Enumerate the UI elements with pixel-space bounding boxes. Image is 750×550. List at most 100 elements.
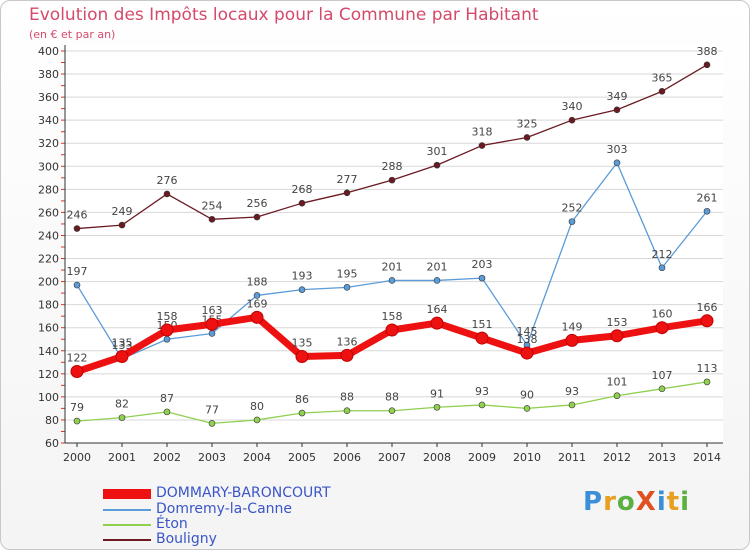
data-label-bouligny: 325: [517, 117, 538, 130]
data-label-dommary-baroncourt: 166: [697, 301, 718, 314]
data-point-bouligny: [73, 225, 81, 232]
data-label-bouligny: 301: [427, 145, 448, 158]
data-label-dommary-baroncourt: 169: [247, 297, 268, 310]
data-label--ton: 90: [520, 388, 534, 401]
data-point-dommary-baroncourt: [655, 321, 669, 335]
data-point--ton: [343, 407, 351, 415]
data-label-dommary-baroncourt: 135: [112, 337, 133, 350]
x-tick-label: 2002: [153, 451, 181, 464]
data-label-bouligny: 318: [472, 126, 493, 139]
data-point-bouligny: [523, 134, 531, 141]
chart-title: Evolution des Impôts locaux pour la Comm…: [29, 5, 539, 25]
data-point-domremy-la-canne: [343, 284, 351, 291]
y-tick-label: 300: [38, 160, 59, 173]
x-tick-label: 2005: [288, 451, 316, 464]
data-label-domremy-la-canne: 188: [247, 275, 268, 288]
data-label-domremy-la-canne: 203: [472, 258, 493, 271]
x-tick-label: 2014: [693, 451, 721, 464]
data-point-domremy-la-canne: [163, 335, 171, 343]
x-tick-label: 2009: [468, 451, 496, 464]
data-label-domremy-la-canne: 303: [607, 143, 628, 156]
data-label-dommary-baroncourt: 158: [157, 310, 178, 323]
data-label--ton: 88: [385, 391, 399, 404]
data-point-dommary-baroncourt: [385, 323, 399, 337]
y-tick-label: 360: [38, 91, 59, 104]
y-tick-label: 340: [38, 114, 59, 127]
data-label--ton: 77: [205, 403, 219, 416]
data-label--ton: 113: [697, 362, 718, 375]
data-point--ton: [433, 403, 441, 411]
legend-label-bouligny: Bouligny: [156, 531, 217, 547]
data-label-dommary-baroncourt: 136: [337, 335, 358, 348]
data-label-bouligny: 340: [562, 100, 583, 113]
x-tick-label: 2003: [198, 451, 226, 464]
data-point-dommary-baroncourt: [160, 323, 174, 337]
data-label-domremy-la-canne: 201: [382, 260, 403, 273]
data-point-bouligny: [298, 199, 306, 207]
data-point-bouligny: [253, 213, 261, 221]
data-point-domremy-la-canne: [253, 292, 261, 299]
data-label--ton: 79: [70, 401, 84, 414]
y-tick-label: 80: [45, 414, 59, 427]
data-point-bouligny: [658, 88, 666, 95]
data-label-bouligny: 254: [202, 199, 223, 212]
data-label--ton: 87: [160, 392, 174, 405]
data-point-dommary-baroncourt: [610, 329, 624, 343]
data-point-dommary-baroncourt: [565, 333, 579, 347]
data-label-bouligny: 249: [112, 205, 133, 218]
data-point-bouligny: [478, 142, 486, 149]
y-tick-label: 140: [38, 345, 59, 358]
x-tick-label: 2013: [648, 451, 676, 464]
data-label--ton: 91: [430, 387, 444, 400]
x-tick-label: 2011: [558, 451, 586, 464]
y-tick-label: 120: [38, 368, 59, 381]
data-label-dommary-baroncourt: 135: [292, 337, 313, 350]
x-tick-label: 2004: [243, 451, 271, 464]
data-label-bouligny: 268: [292, 183, 313, 196]
data-point--ton: [298, 409, 306, 417]
data-point--ton: [613, 392, 621, 400]
data-label-dommary-baroncourt: 164: [427, 303, 448, 316]
data-point-dommary-baroncourt: [70, 365, 84, 379]
y-tick-label: 400: [38, 45, 59, 58]
data-point--ton: [478, 401, 486, 409]
x-tick-label: 2007: [378, 451, 406, 464]
data-point-domremy-la-canne: [298, 286, 306, 293]
legend-label-dommary: DOMMARY-BARONCOURT: [156, 485, 331, 501]
plot-area: [65, 45, 723, 443]
data-label-dommary-baroncourt: 160: [652, 308, 673, 321]
data-label-dommary-baroncourt: 138: [517, 333, 538, 346]
data-point-dommary-baroncourt: [430, 316, 444, 330]
data-point-domremy-la-canne: [658, 264, 666, 272]
data-label-bouligny: 365: [652, 71, 673, 84]
data-point-domremy-la-canne: [73, 281, 81, 289]
data-point-bouligny: [613, 106, 621, 114]
data-point-bouligny: [388, 176, 396, 184]
data-point-bouligny: [208, 216, 216, 223]
y-tick-label: 380: [38, 68, 59, 81]
data-label-dommary-baroncourt: 163: [202, 304, 223, 317]
data-label-domremy-la-canne: 212: [652, 248, 673, 261]
data-point--ton: [388, 407, 396, 415]
data-point-bouligny: [118, 221, 126, 229]
data-point-dommary-baroncourt: [340, 348, 354, 362]
chart-subtitle: (en € et par an): [29, 28, 116, 41]
data-point-domremy-la-canne: [208, 330, 216, 337]
y-tick-label: 240: [38, 229, 59, 242]
data-point-bouligny: [433, 161, 441, 169]
proxiti-logo: ProXiti: [583, 487, 691, 517]
data-point--ton: [163, 408, 171, 416]
data-label--ton: 80: [250, 400, 264, 413]
data-label--ton: 101: [607, 376, 628, 389]
data-point-domremy-la-canne: [568, 218, 576, 225]
data-label-bouligny: 246: [67, 209, 88, 222]
data-label-dommary-baroncourt: 122: [67, 352, 88, 365]
data-point-dommary-baroncourt: [295, 350, 309, 364]
data-label-domremy-la-canne: 133: [112, 339, 133, 352]
data-point-bouligny: [163, 190, 171, 198]
x-tick-label: 2012: [603, 451, 631, 464]
data-label--ton: 93: [565, 385, 579, 398]
data-point-dommary-baroncourt: [475, 331, 489, 345]
